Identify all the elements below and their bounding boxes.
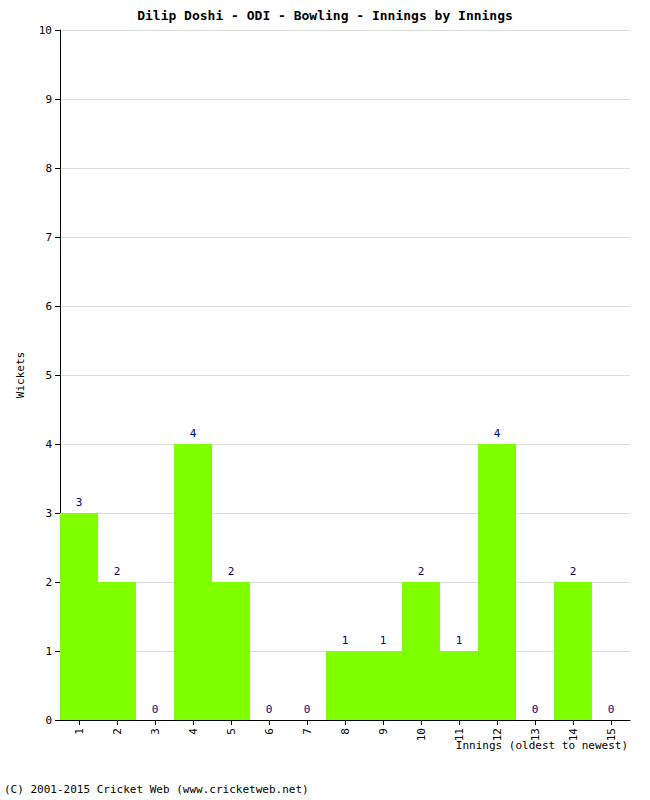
- svg-text:1: 1: [342, 634, 349, 647]
- svg-text:3: 3: [76, 496, 83, 509]
- svg-text:6: 6: [263, 728, 276, 735]
- svg-text:13: 13: [529, 728, 542, 741]
- svg-text:Wickets: Wickets: [14, 352, 27, 398]
- svg-text:12: 12: [491, 728, 504, 741]
- svg-text:4: 4: [190, 427, 197, 440]
- svg-text:2: 2: [228, 565, 235, 578]
- svg-text:(C) 2001-2015 Cricket Web (www: (C) 2001-2015 Cricket Web (www.cricketwe…: [4, 783, 309, 796]
- svg-text:7: 7: [45, 231, 52, 244]
- svg-text:9: 9: [45, 93, 52, 106]
- svg-text:2: 2: [111, 728, 124, 735]
- svg-text:4: 4: [45, 438, 52, 451]
- svg-text:Dilip Doshi - ODI - Bowling -: Dilip Doshi - ODI - Bowling - Innings by…: [137, 8, 513, 23]
- svg-text:0: 0: [304, 703, 311, 716]
- svg-text:2: 2: [45, 576, 52, 589]
- svg-text:0: 0: [532, 703, 539, 716]
- svg-text:8: 8: [339, 728, 352, 735]
- svg-text:8: 8: [45, 162, 52, 175]
- svg-text:14: 14: [567, 728, 580, 742]
- svg-text:0: 0: [266, 703, 273, 716]
- svg-text:11: 11: [453, 728, 466, 741]
- svg-text:1: 1: [73, 728, 86, 735]
- svg-text:2: 2: [570, 565, 577, 578]
- svg-text:5: 5: [45, 369, 52, 382]
- svg-text:6: 6: [45, 300, 52, 313]
- svg-text:3: 3: [45, 507, 52, 520]
- svg-text:0: 0: [152, 703, 159, 716]
- svg-text:5: 5: [225, 728, 238, 735]
- svg-text:4: 4: [187, 728, 200, 735]
- svg-text:1: 1: [456, 634, 463, 647]
- svg-text:0: 0: [608, 703, 615, 716]
- svg-text:3: 3: [149, 728, 162, 735]
- svg-text:Innings (oldest to newest): Innings (oldest to newest): [456, 739, 628, 752]
- svg-text:0: 0: [45, 714, 52, 727]
- svg-text:1: 1: [380, 634, 387, 647]
- svg-text:10: 10: [415, 728, 428, 741]
- svg-text:2: 2: [114, 565, 121, 578]
- svg-text:1: 1: [45, 645, 52, 658]
- svg-text:9: 9: [377, 728, 390, 735]
- svg-text:4: 4: [494, 427, 501, 440]
- svg-text:15: 15: [605, 728, 618, 741]
- svg-text:7: 7: [301, 728, 314, 735]
- svg-text:10: 10: [39, 24, 52, 37]
- svg-text:2: 2: [418, 565, 425, 578]
